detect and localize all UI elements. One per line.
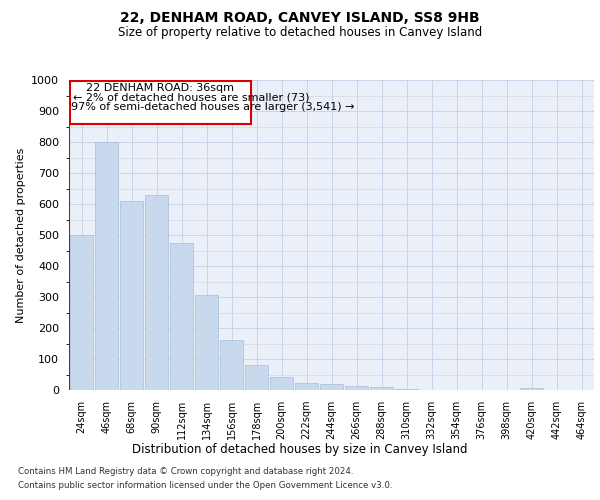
Bar (245, 365, 268, 390)
Bar (270, 377, 293, 390)
Text: 22, DENHAM ROAD, CANVEY ISLAND, SS8 9HB: 22, DENHAM ROAD, CANVEY ISLAND, SS8 9HB (120, 11, 480, 25)
Bar (145, 194, 168, 390)
Bar (70, 235, 93, 390)
Bar (170, 243, 193, 390)
Bar (120, 201, 143, 390)
Bar (295, 383, 318, 390)
Text: Contains HM Land Registry data © Crown copyright and database right 2024.: Contains HM Land Registry data © Crown c… (18, 468, 353, 476)
Text: 22 DENHAM ROAD: 36sqm: 22 DENHAM ROAD: 36sqm (86, 83, 235, 93)
Bar (370, 387, 393, 390)
Bar (345, 386, 368, 390)
Bar (520, 388, 543, 390)
Text: ← 2% of detached houses are smaller (73): ← 2% of detached houses are smaller (73) (73, 92, 310, 102)
Bar (195, 296, 218, 390)
Y-axis label: Number of detached properties: Number of detached properties (16, 148, 26, 322)
Bar (320, 384, 343, 390)
Bar (95, 142, 118, 390)
Text: 97% of semi-detached houses are larger (3,541) →: 97% of semi-detached houses are larger (… (71, 102, 354, 112)
Text: Distribution of detached houses by size in Canvey Island: Distribution of detached houses by size … (132, 442, 468, 456)
FancyBboxPatch shape (70, 80, 251, 124)
Text: Contains public sector information licensed under the Open Government Licence v3: Contains public sector information licen… (18, 481, 392, 490)
Bar (220, 340, 243, 390)
Text: Size of property relative to detached houses in Canvey Island: Size of property relative to detached ho… (118, 26, 482, 39)
